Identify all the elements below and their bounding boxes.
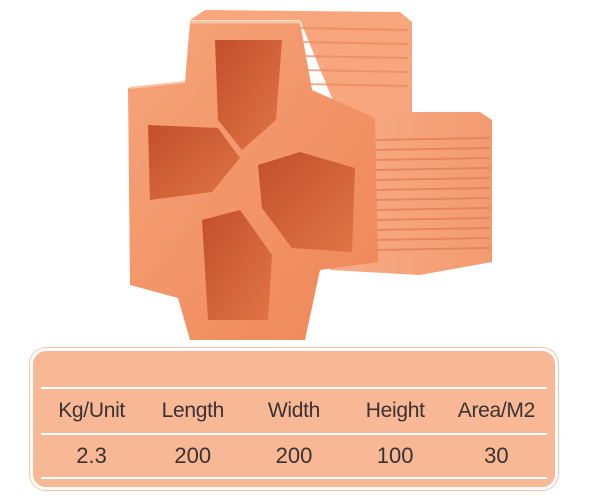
spec-header-width: Width — [267, 399, 321, 422]
spec-table: Kg/Unit Length Width Height Area/M2 2.3 … — [41, 387, 547, 479]
spec-value-area: 30 — [445, 433, 547, 479]
spec-panel: Kg/Unit Length Width Height Area/M2 2.3 … — [30, 348, 558, 490]
clay-block-image — [128, 10, 492, 340]
spec-value-kg-unit: 2.3 — [41, 433, 143, 479]
spec-value-width: 200 — [243, 433, 345, 479]
spec-header-length: Length — [161, 399, 225, 422]
spec-header-height: Height — [365, 399, 425, 422]
spec-header-kg-unit: Kg/Unit — [58, 399, 125, 422]
spec-header-row: Kg/Unit Length Width Height Area/M2 — [41, 388, 547, 434]
spec-value-height: 100 — [344, 433, 446, 479]
spec-value-length: 200 — [142, 433, 244, 479]
spec-value-row: 2.3 200 200 100 30 — [41, 433, 547, 479]
spec-header-area: Area/M2 — [457, 399, 536, 422]
